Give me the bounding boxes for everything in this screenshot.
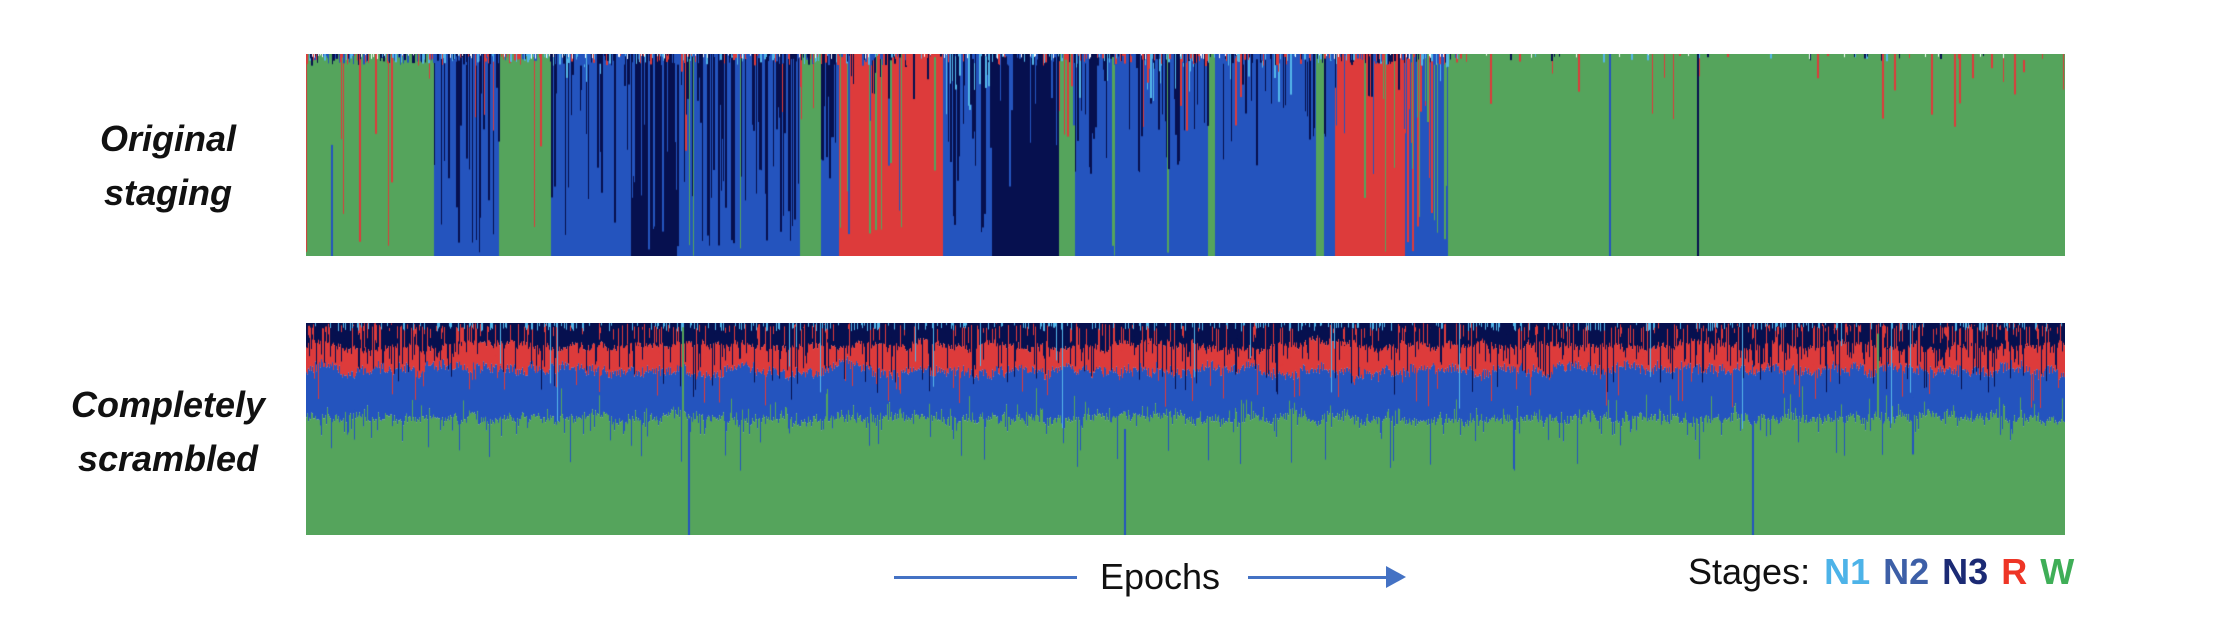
epochs-line-right bbox=[1248, 576, 1388, 579]
epochs-line-left bbox=[894, 576, 1077, 579]
legend-item-r: R bbox=[2001, 551, 2028, 592]
epochs-label: Epochs bbox=[1099, 556, 1221, 597]
stage-legend: Stages: N1 N2 N3 R W bbox=[1688, 551, 2074, 593]
legend-item-w: W bbox=[2040, 551, 2075, 592]
legend-item-n1: N1 bbox=[1824, 551, 1871, 592]
legend-title: Stages: bbox=[1688, 551, 1811, 592]
original-staging-band bbox=[306, 54, 2065, 256]
row-label-completely-scrambled: Completely scrambled bbox=[70, 384, 266, 479]
legend-item-n2: N2 bbox=[1883, 551, 1930, 592]
epochs-arrowhead-icon bbox=[1386, 566, 1406, 588]
row-label-original-staging: Original staging bbox=[99, 118, 237, 213]
completely-scrambled-band bbox=[306, 323, 2065, 535]
legend-item-n3: N3 bbox=[1942, 551, 1989, 592]
